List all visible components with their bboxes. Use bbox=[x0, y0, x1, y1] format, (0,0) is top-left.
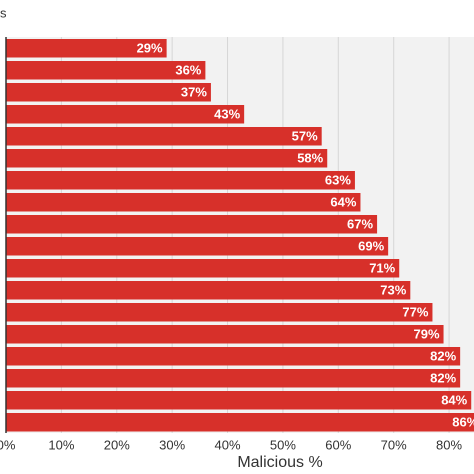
bar bbox=[6, 237, 389, 256]
bar bbox=[6, 281, 411, 300]
value-label: 82% bbox=[430, 371, 456, 386]
value-label: 84% bbox=[441, 393, 467, 408]
bar bbox=[6, 39, 167, 58]
value-label: 71% bbox=[369, 261, 395, 276]
value-label: 69% bbox=[358, 239, 384, 254]
value-label: 43% bbox=[214, 107, 240, 122]
value-label: 64% bbox=[330, 195, 356, 210]
value-label: 86% bbox=[452, 415, 474, 430]
value-label: 73% bbox=[380, 283, 406, 298]
x-tick-label: 20% bbox=[104, 437, 130, 452]
x-tick-label: 80% bbox=[436, 437, 462, 452]
x-tick-label: 40% bbox=[215, 437, 241, 452]
plot-background bbox=[6, 37, 474, 433]
value-label: 58% bbox=[297, 151, 323, 166]
chart-title: s bbox=[0, 5, 7, 20]
value-label: 57% bbox=[292, 129, 318, 144]
x-tick-label: 10% bbox=[48, 437, 74, 452]
x-axis-label: Malicious % bbox=[237, 454, 322, 471]
bar bbox=[6, 105, 245, 124]
bar bbox=[6, 303, 433, 322]
value-label: 77% bbox=[402, 305, 428, 320]
bar bbox=[6, 259, 400, 278]
value-label: 63% bbox=[325, 173, 351, 188]
value-label: 67% bbox=[347, 217, 373, 232]
bar bbox=[6, 347, 461, 366]
value-label: 29% bbox=[137, 41, 163, 56]
x-tick-label: 70% bbox=[381, 437, 407, 452]
bar bbox=[6, 83, 211, 102]
bar bbox=[6, 61, 206, 80]
bar bbox=[6, 325, 444, 344]
x-tick-label: 0% bbox=[0, 437, 16, 452]
x-tick-label: 30% bbox=[159, 437, 185, 452]
value-label: 37% bbox=[181, 85, 207, 100]
bar bbox=[6, 127, 322, 146]
value-label: 79% bbox=[414, 327, 440, 342]
bar bbox=[6, 369, 461, 388]
bar bbox=[6, 149, 328, 168]
x-tick-label: 60% bbox=[325, 437, 351, 452]
bar bbox=[6, 215, 378, 234]
value-label: 36% bbox=[175, 63, 201, 78]
value-label: 82% bbox=[430, 349, 456, 364]
bar bbox=[6, 193, 361, 212]
bar bbox=[6, 171, 355, 190]
x-tick-label: 50% bbox=[270, 437, 296, 452]
bar bbox=[6, 391, 472, 410]
bar bbox=[6, 413, 474, 432]
